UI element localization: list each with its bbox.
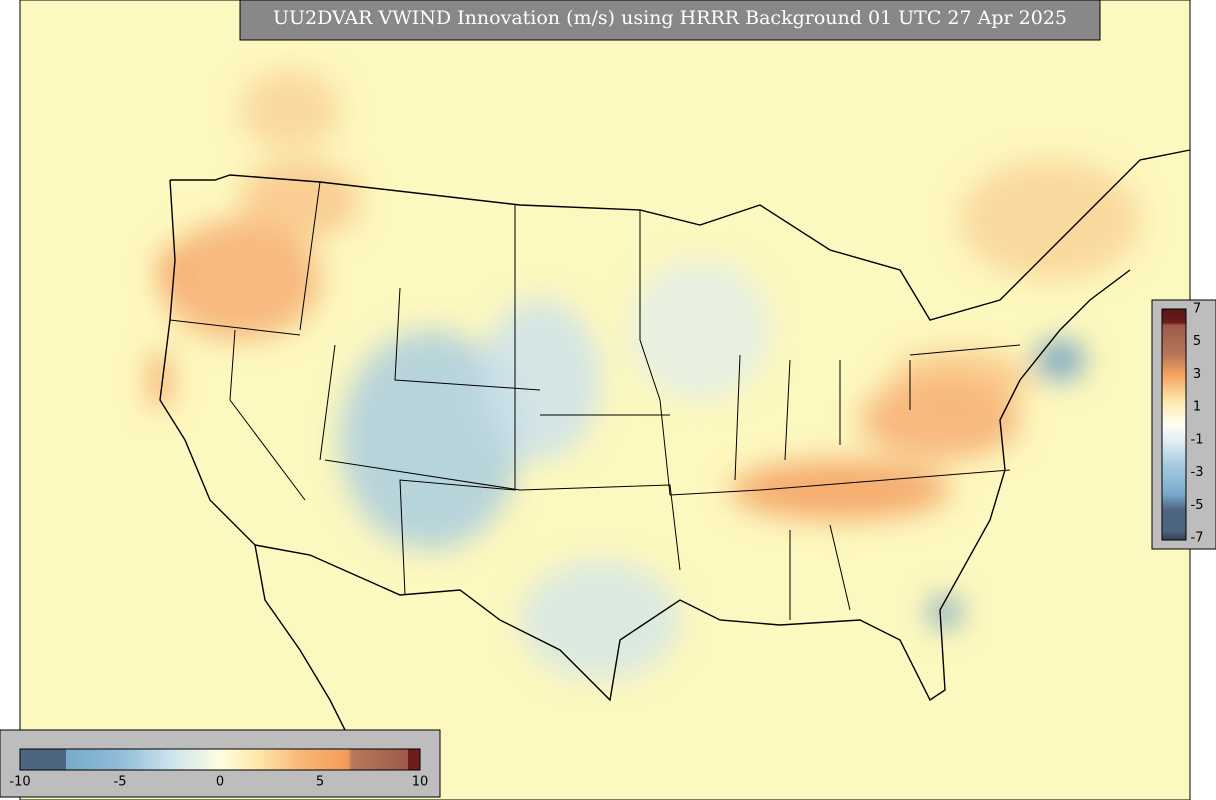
coastline: [159, 179, 361, 761]
map-title: UU2DVAR VWIND Innovation (m/s) using HRR…: [273, 7, 1067, 29]
colorbar-tick-label: 5: [1193, 334, 1201, 349]
coastline: [254, 269, 1131, 702]
boundaries: [159, 149, 1191, 761]
colorbar-tick-label: 0: [216, 775, 224, 790]
colorbar-tick-label: 5: [316, 775, 324, 790]
map: [19, 0, 1191, 800]
state-borders: [169, 181, 1021, 620]
bottom-colorbar: [0, 729, 441, 798]
colorbar-tick-label: -5: [114, 775, 127, 790]
colorbar-tick-label: -1: [1191, 432, 1204, 447]
colorbar-tick-label: -5: [1191, 498, 1204, 513]
colorbar-tick-label: 7: [1193, 302, 1201, 317]
title-box: UU2DVAR VWIND Innovation (m/s) using HRR…: [239, 0, 1101, 41]
colorbar: [1161, 308, 1187, 541]
colorbar-tick-label: 1: [1193, 400, 1201, 415]
border-line: [170, 149, 1191, 321]
colorbar-tick-label: -7: [1191, 531, 1204, 546]
colorbar-tick-label: 3: [1193, 367, 1201, 382]
map-background: [19, 0, 1191, 800]
colorbar: [19, 748, 421, 771]
colorbar-tick-label: -10: [9, 775, 30, 790]
title-background: [239, 0, 1101, 41]
colorbar-tick-label: 10: [412, 775, 429, 790]
right-colorbar: [1151, 299, 1216, 550]
colorbar-tick-label: -3: [1191, 465, 1204, 480]
innovation-field: [150, 70, 1140, 680]
